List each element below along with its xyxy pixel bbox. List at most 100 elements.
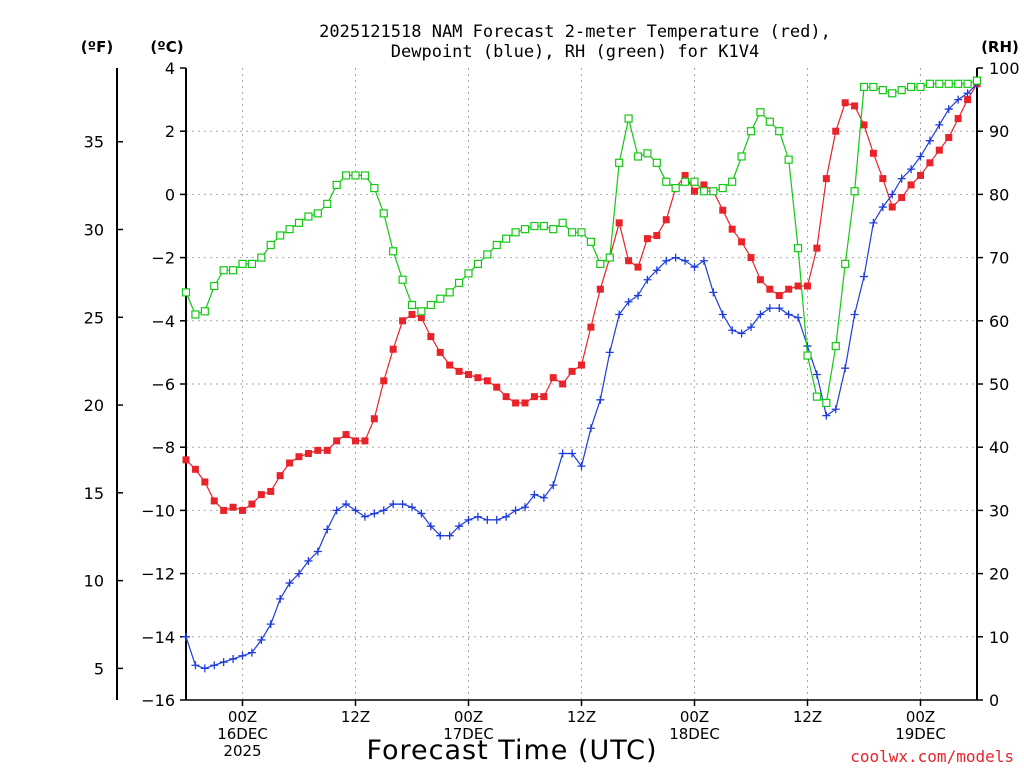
temperature-point <box>578 361 585 369</box>
rh-point <box>784 155 793 164</box>
fahrenheit-tick-label: 25 <box>84 308 104 327</box>
rh-point <box>577 228 586 237</box>
temperature-point <box>323 446 331 454</box>
source-credit: coolwx.com/models <box>850 747 1014 766</box>
temperature-point <box>653 231 661 239</box>
x-tick-label: 00Z <box>454 708 483 726</box>
x-tick-label: 00Z <box>228 708 257 726</box>
dewpoint-point <box>718 310 727 319</box>
rh-point <box>586 237 596 246</box>
temperature-point <box>191 465 199 473</box>
dewpoint-point <box>342 500 351 509</box>
dewpoint-point <box>756 310 765 319</box>
rh-point <box>520 225 530 234</box>
axes <box>116 67 983 706</box>
rh-point <box>407 300 417 310</box>
rh-point <box>624 114 633 123</box>
dewpoint-point <box>662 256 671 265</box>
temperature-point <box>954 115 962 123</box>
rh-point <box>436 294 445 303</box>
temperature-point <box>389 345 397 353</box>
temperature-point <box>267 487 275 495</box>
temperature-point <box>822 175 830 183</box>
rh-point <box>313 209 322 218</box>
temperature-point <box>728 225 736 233</box>
dewpoint-point <box>313 547 322 556</box>
rh-point <box>737 152 746 161</box>
dewpoint-point <box>191 661 200 670</box>
plot-area <box>186 68 977 700</box>
dewpoint-point <box>483 515 492 524</box>
dewpoint-point <box>360 512 369 521</box>
celsius-tick-label: 2 <box>165 122 175 141</box>
dewpoint-point <box>577 462 586 471</box>
rh-point <box>398 275 407 284</box>
rh-point <box>963 79 972 88</box>
temperature-point <box>945 134 953 142</box>
dewpoint-point <box>568 449 577 458</box>
dewpoint-point <box>370 509 379 518</box>
dewpoint-point <box>841 364 850 373</box>
temperature-point <box>662 216 670 224</box>
temperature-point <box>201 478 209 486</box>
rh-tick-label: 100 <box>989 59 1020 78</box>
dewpoint-point <box>464 515 473 524</box>
temperature-point <box>756 276 764 284</box>
dewpoint-point <box>624 297 633 306</box>
dewpoint-point <box>549 481 558 490</box>
dewpoint-point <box>869 218 878 227</box>
x-tick-label: 19DEC <box>895 725 946 743</box>
temperature-point <box>747 254 755 262</box>
rh-point <box>690 177 699 186</box>
dewpoint-point <box>408 503 416 512</box>
rh-point <box>746 127 756 136</box>
rh-point <box>812 392 822 401</box>
temperature-point <box>596 285 604 293</box>
rh-point <box>615 158 624 167</box>
rh-point <box>266 240 275 250</box>
dewpoint-point <box>709 288 718 297</box>
temperature-point <box>860 121 868 129</box>
temperature-point <box>794 282 802 290</box>
dewpoint-point <box>511 506 520 515</box>
rh-point <box>662 177 671 186</box>
x-tick-label: 12Z <box>341 708 370 726</box>
rh-point <box>473 259 483 269</box>
rh-point <box>276 231 285 240</box>
temperature-point <box>361 437 369 445</box>
temperature-point <box>559 380 567 388</box>
dewpoint-point <box>728 326 737 335</box>
rh-point <box>294 218 304 227</box>
temperature-point <box>832 127 840 135</box>
dewpoint-point <box>586 424 595 433</box>
temperature-point <box>436 348 444 356</box>
dewpoint-point <box>436 531 445 540</box>
temperature-point <box>239 506 246 514</box>
temperature-point <box>785 285 793 293</box>
rh-point <box>426 300 435 310</box>
dewpoint-point <box>323 525 332 534</box>
rh-point <box>935 79 944 88</box>
temperature-point <box>465 371 472 379</box>
dewpoint-point <box>558 449 567 458</box>
x-tick-label: 2025 <box>223 742 261 760</box>
rh-point <box>709 187 718 196</box>
dewpoint-point <box>690 263 699 272</box>
temperature-point <box>738 238 746 246</box>
dewpoint-point <box>615 310 624 319</box>
rh-point <box>323 199 332 208</box>
dewpoint-point <box>247 648 256 657</box>
temperature-point <box>408 310 416 318</box>
rh-point <box>247 259 257 269</box>
temperature-point <box>342 431 350 439</box>
rh-tick-label: 50 <box>989 375 1009 394</box>
temperature-point <box>229 503 237 511</box>
dewpoint-point <box>850 310 859 319</box>
rh-point <box>793 244 803 253</box>
rh-point <box>954 79 963 88</box>
temperature-point <box>587 323 595 331</box>
rh-point <box>596 259 605 269</box>
rh-point <box>351 171 360 180</box>
dewpoint-point <box>944 105 953 114</box>
dewpoint-point <box>878 203 887 212</box>
